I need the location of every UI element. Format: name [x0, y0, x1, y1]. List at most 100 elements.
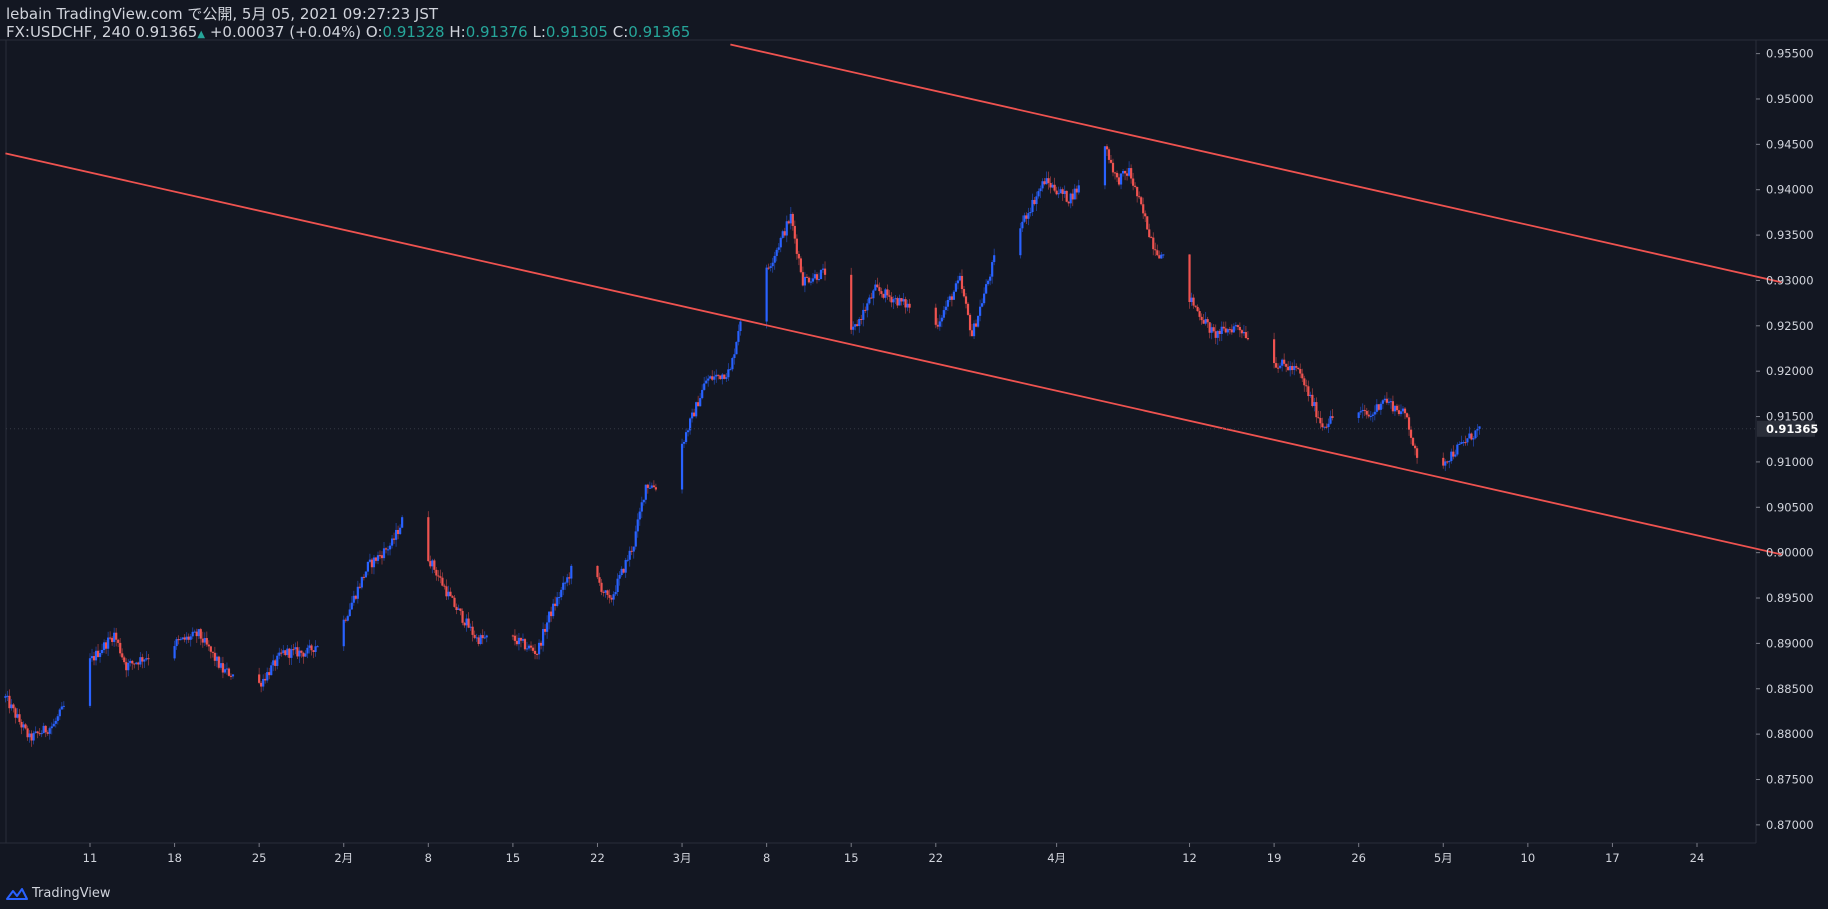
candle-body — [960, 275, 964, 290]
time-tick-label: 4月 — [1047, 851, 1066, 865]
candle-body — [511, 635, 514, 637]
candle-body — [1144, 213, 1147, 217]
time-tick-label: 12 — [1182, 851, 1197, 865]
candle-body — [264, 678, 267, 681]
candle-body — [991, 262, 994, 277]
price-axis[interactable]: 0.87000 0.87500 0.88000 0.88500 0.89000 0.895… — [1756, 47, 1814, 832]
candle-body — [554, 603, 557, 606]
time-tick-label: 17 — [1605, 851, 1620, 865]
candle-body — [268, 672, 271, 676]
candle-body — [32, 732, 35, 741]
candle-body — [966, 303, 970, 315]
candle-body — [934, 307, 937, 325]
brand-label: TradingView — [32, 886, 111, 901]
candlestick-series — [4, 144, 1481, 747]
candle-body — [1134, 185, 1137, 187]
candle-body — [1206, 319, 1209, 323]
candle-body — [1162, 254, 1165, 256]
candle-body — [1188, 254, 1191, 303]
candle-body — [380, 555, 384, 559]
candle-body — [767, 267, 770, 269]
candle-body — [1047, 178, 1050, 183]
candle-body — [276, 655, 279, 666]
candle-body — [187, 636, 190, 640]
candle-body — [564, 582, 567, 584]
price-tick-label: 0.90500 — [1766, 500, 1814, 514]
candle-body — [874, 284, 877, 291]
candle-body — [435, 569, 438, 576]
candle-body — [1158, 255, 1161, 259]
candle-body — [225, 668, 229, 670]
candle-body — [272, 660, 275, 666]
price-tick-label: 0.88500 — [1766, 682, 1814, 696]
candle-body — [1472, 438, 1475, 440]
footer-branding[interactable]: TradingView — [6, 886, 111, 901]
candle-body — [1033, 199, 1036, 205]
time-tick-label: 11 — [83, 851, 98, 865]
candle-body — [817, 279, 821, 281]
candle-body — [1216, 330, 1219, 338]
candle-body — [705, 380, 708, 384]
candle-body — [1454, 454, 1457, 457]
candle-body — [1111, 162, 1115, 173]
channel-line-lower — [5, 152, 1782, 556]
candle-body — [1373, 411, 1376, 415]
candle-body — [107, 637, 110, 649]
candle-body — [1121, 170, 1125, 174]
candle-body — [376, 555, 380, 561]
candle-body — [211, 651, 214, 653]
candle-body — [300, 650, 303, 653]
candle-body — [852, 326, 855, 330]
candle-body — [733, 354, 736, 359]
time-axis[interactable]: 11 18 25 2月 8 15 22 3月 8 15 22 4月 12 19 26 5月 10 17 24 — [83, 843, 1705, 865]
candle-body — [531, 647, 535, 651]
symbol-label: FX:USDCHF, 240 0.91365 — [6, 23, 198, 41]
candle-body — [1031, 199, 1034, 213]
candle-body — [481, 635, 484, 639]
candle-body — [783, 231, 786, 236]
candle-body — [1331, 416, 1334, 418]
candle-body — [686, 430, 690, 433]
candle-body — [1039, 188, 1042, 192]
candle-body — [105, 642, 108, 649]
time-tick-label: 19 — [1267, 851, 1282, 865]
candle-body — [378, 555, 382, 557]
candle-body — [111, 637, 114, 642]
candle-body — [886, 289, 889, 296]
candle-body — [699, 398, 702, 407]
price-tick-label: 0.94500 — [1766, 137, 1814, 151]
candle-body — [882, 293, 885, 298]
candle-body — [1037, 191, 1040, 197]
candle-body — [354, 595, 357, 599]
candle-body — [908, 303, 911, 308]
candle-body — [946, 299, 949, 307]
candle-body — [894, 298, 897, 300]
open-label: O: — [365, 23, 383, 41]
candle-body — [602, 591, 605, 593]
candle-body — [1055, 190, 1058, 195]
candle-body — [568, 577, 571, 579]
candle-body — [443, 585, 446, 587]
candle-body — [133, 663, 136, 665]
last-price-label-bg — [1757, 420, 1815, 437]
time-tick-label: 8 — [763, 851, 770, 865]
channel-lines[interactable] — [5, 43, 1782, 556]
candle-body — [1369, 415, 1372, 417]
candle-body — [98, 652, 102, 657]
candle-body — [650, 485, 653, 488]
candle-body — [292, 649, 295, 651]
candle-body — [1204, 319, 1207, 324]
candle-body — [22, 724, 25, 728]
candle-body — [479, 635, 482, 645]
candle-body — [1019, 228, 1022, 256]
last-price-label: 0.91365 — [1766, 422, 1818, 436]
candle-body — [890, 296, 893, 303]
candle-body — [1234, 325, 1237, 327]
candle-body — [356, 586, 359, 599]
candle-body — [298, 650, 301, 657]
candle-body — [191, 631, 194, 637]
candle-body — [1303, 378, 1306, 386]
candle-body — [1035, 196, 1038, 205]
candle-body — [799, 258, 802, 273]
